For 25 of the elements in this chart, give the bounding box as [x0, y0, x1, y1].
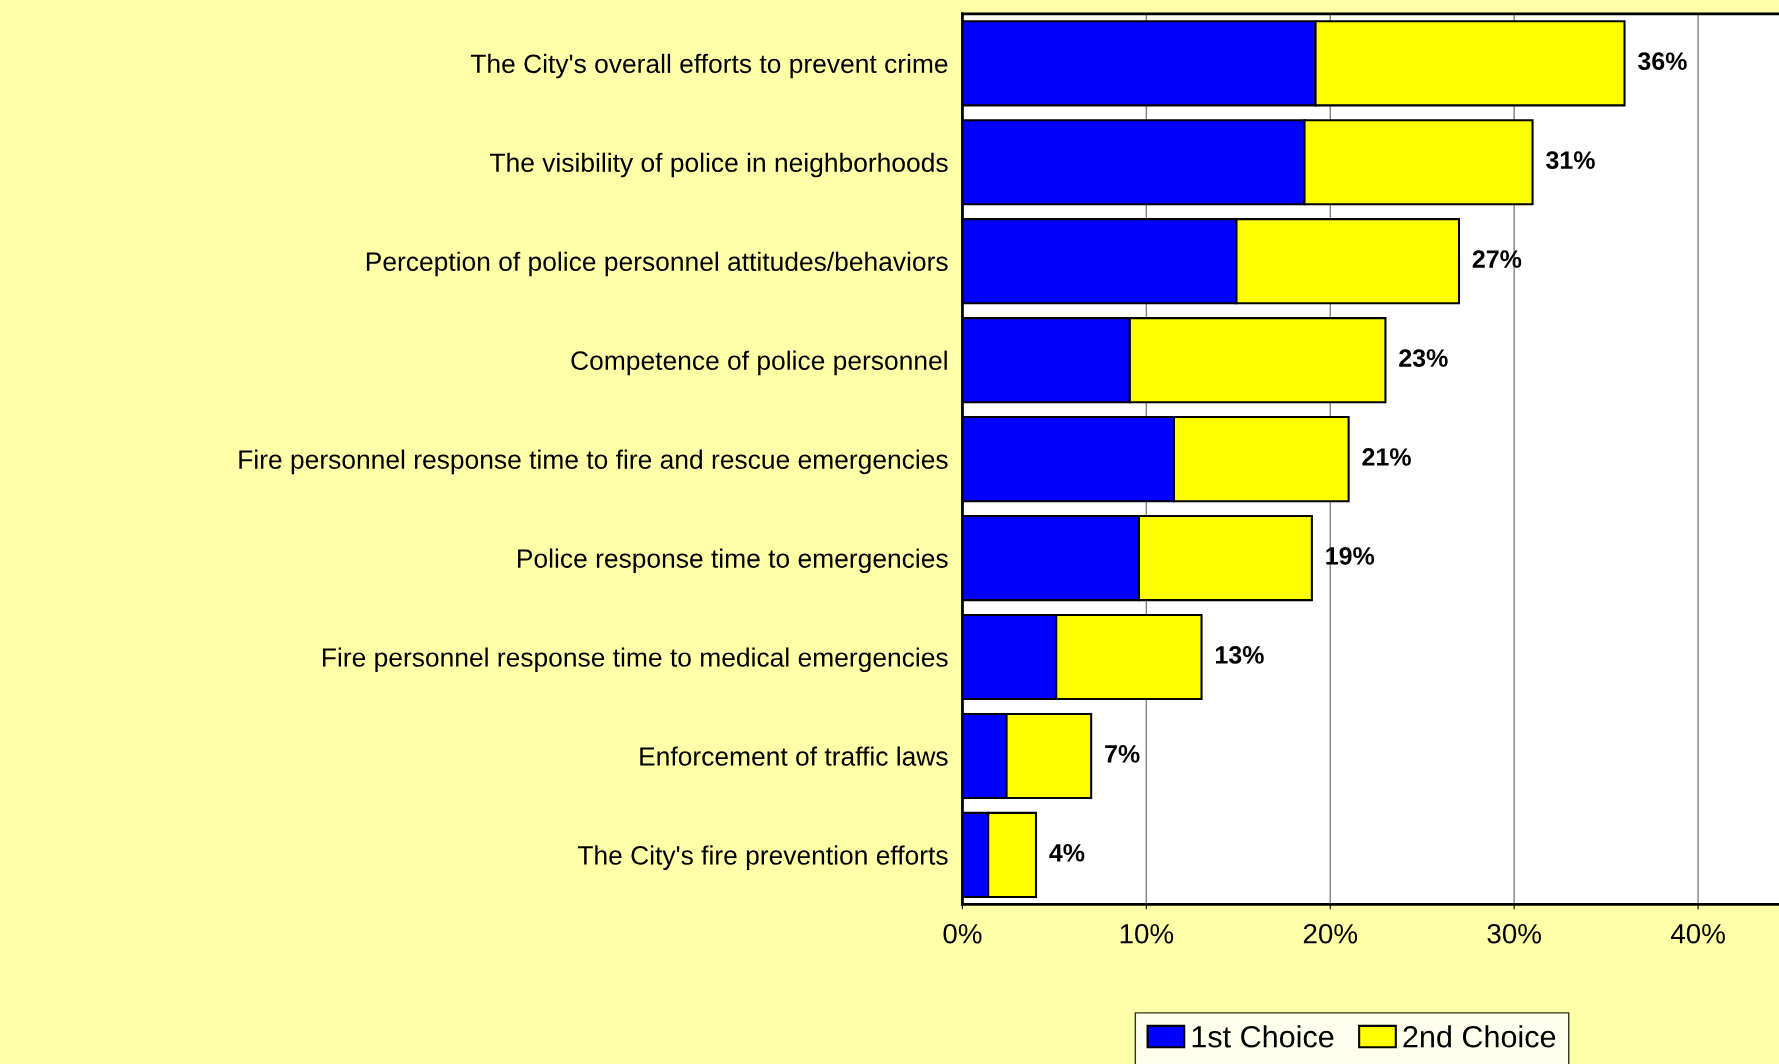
- y-tick-label: Police response time to emergencies: [518, 548, 948, 574]
- x-tick-label: 20%: [1303, 923, 1358, 944]
- legend-label: 2nd Choice: [1403, 1025, 1556, 1048]
- total-label: 27%: [1472, 250, 1522, 268]
- total-label: 23%: [1399, 349, 1448, 367]
- total-label: 13%: [1215, 646, 1264, 664]
- total-label: 19%: [1326, 547, 1375, 565]
- total-label: 7%: [1105, 745, 1140, 763]
- y-tick-label: The City's overall efforts to prevent crime: [470, 53, 948, 79]
- total-label: 21%: [1362, 448, 1411, 466]
- y-tick-label: Fire personnel response time to fire and rescue emergencies: [239, 449, 948, 475]
- y-tick-label: The City's fire prevention efforts: [577, 845, 948, 870]
- x-tick-label: 0%: [943, 923, 982, 944]
- y-tick-label: Competence of police personnel: [571, 350, 947, 376]
- legend-label: 1st Choice: [1192, 1025, 1334, 1048]
- x-tick-label: 10%: [1120, 923, 1174, 944]
- y-tick-label: The visibility of police in neighborhoods: [490, 152, 948, 178]
- y-tick-label: Perception of police personnel attitudes/behaviors: [366, 251, 948, 277]
- y-tick-label: Enforcement of traffic laws: [640, 746, 948, 766]
- total-label: 36%: [1637, 52, 1687, 71]
- total-label: 31%: [1546, 151, 1595, 170]
- y-tick-label: Fire personnel response time to medical emergencies: [322, 647, 948, 673]
- x-tick-label: 30%: [1487, 923, 1541, 944]
- x-tick-label: 40%: [1670, 923, 1725, 944]
- total-label: 4%: [1049, 843, 1085, 862]
